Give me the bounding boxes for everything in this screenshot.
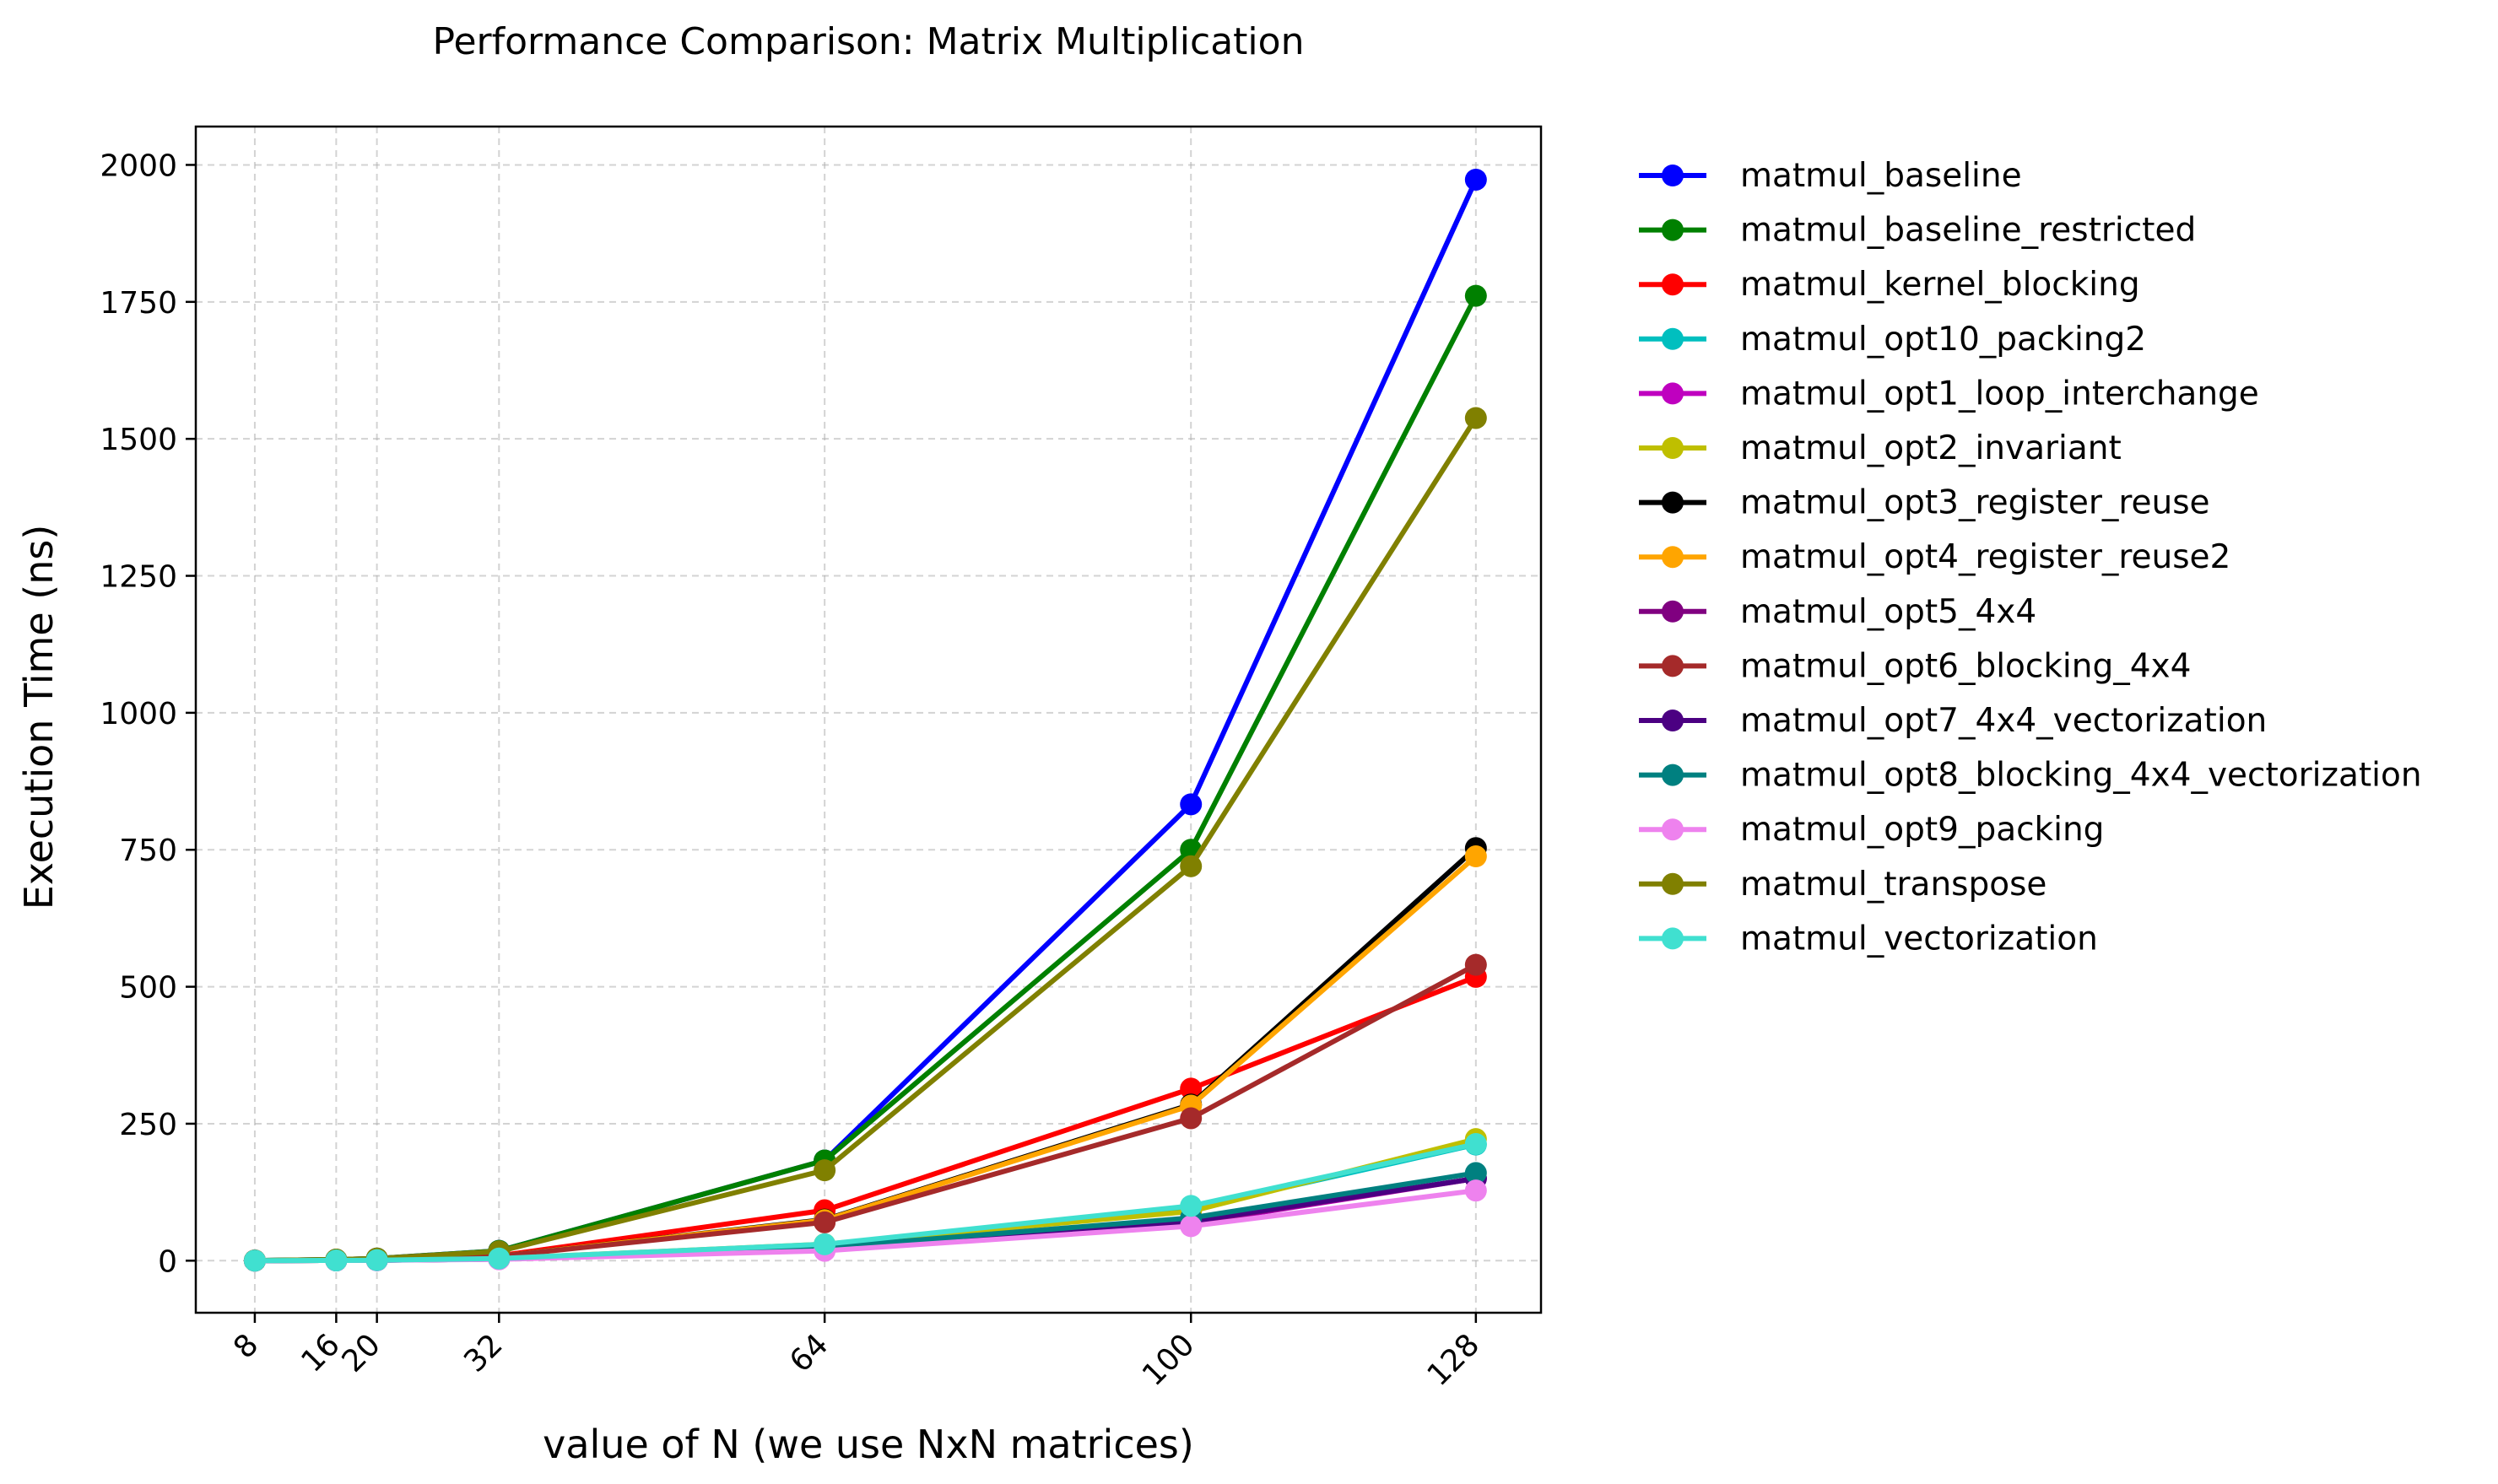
legend-label: matmul_transpose bbox=[1740, 866, 2047, 904]
legend-swatch-marker bbox=[1662, 165, 1684, 186]
data-point bbox=[1464, 953, 1487, 976]
legend-item: matmul_opt9_packing bbox=[1639, 811, 2104, 849]
series-line bbox=[251, 177, 1479, 1264]
legend-label: matmul_opt9_packing bbox=[1740, 811, 2104, 849]
x-tick-label: 128 bbox=[1421, 1327, 1487, 1393]
data-point bbox=[1180, 855, 1203, 877]
legend-item: matmul_opt3_register_reuse bbox=[1639, 484, 2210, 522]
x-tick-label: 8 bbox=[227, 1327, 265, 1365]
y-tick-label: 1250 bbox=[100, 560, 177, 595]
chart-title: Performance Comparison: Matrix Multiplic… bbox=[433, 20, 1305, 63]
y-axis-label: Execution Time (ns) bbox=[16, 525, 62, 910]
y-tick-label: 250 bbox=[119, 1108, 177, 1142]
x-tick-label: 100 bbox=[1136, 1327, 1202, 1393]
legend-item: matmul_opt10_packing2 bbox=[1639, 321, 2146, 359]
legend-swatch-marker bbox=[1662, 710, 1684, 731]
series-matmul-opt6-blocking-4x4 bbox=[243, 953, 1487, 1272]
series-matmul-vectorization bbox=[243, 1132, 1487, 1272]
legend-label: matmul_opt8_blocking_4x4_vectorization bbox=[1740, 757, 2422, 795]
data-point bbox=[1180, 1195, 1203, 1217]
legend-item: matmul_baseline_restricted bbox=[1639, 212, 2196, 250]
data-point bbox=[488, 1247, 511, 1270]
y-tick-label: 500 bbox=[119, 971, 177, 1006]
legend-item: matmul_opt8_blocking_4x4_vectorization bbox=[1639, 757, 2422, 795]
legend-label: matmul_opt3_register_reuse bbox=[1740, 484, 2210, 522]
legend-label: matmul_opt4_register_reuse2 bbox=[1740, 538, 2230, 576]
legend-swatch-marker bbox=[1662, 219, 1684, 241]
legend-swatch-marker bbox=[1662, 437, 1684, 459]
legend: matmul_baseline matmul_baseline_restricte… bbox=[1639, 157, 2422, 958]
series-layer bbox=[243, 168, 1487, 1272]
y-tick-label: 2000 bbox=[100, 148, 177, 183]
plot-frame bbox=[194, 125, 1543, 1314]
legend-item: matmul_opt5_4x4 bbox=[1639, 593, 2036, 631]
legend-item: matmul_baseline bbox=[1639, 157, 2022, 195]
data-point bbox=[1180, 1107, 1203, 1130]
data-point bbox=[1464, 845, 1487, 868]
series-line bbox=[251, 415, 1479, 1264]
legend-label: matmul_baseline_restricted bbox=[1740, 212, 2196, 250]
grid-layer bbox=[196, 127, 1541, 1313]
legend-label: matmul_opt7_4x4_vectorization bbox=[1740, 702, 2267, 740]
data-point bbox=[1180, 1215, 1203, 1238]
legend-swatch-marker bbox=[1662, 764, 1684, 786]
legend-swatch-marker bbox=[1662, 655, 1684, 677]
legend-swatch-marker bbox=[1662, 872, 1684, 895]
legend-label: matmul_kernel_blocking bbox=[1740, 266, 2140, 304]
legend-label: matmul_opt5_4x4 bbox=[1740, 593, 2036, 631]
legend-label: matmul_opt1_loop_interchange bbox=[1740, 375, 2259, 413]
legend-item: matmul_kernel_blocking bbox=[1639, 266, 2140, 304]
legend-item: matmul_opt2_invariant bbox=[1639, 429, 2122, 467]
y-tick-label: 1000 bbox=[100, 697, 177, 731]
data-point bbox=[325, 1249, 348, 1271]
legend-label: matmul_opt10_packing2 bbox=[1740, 321, 2146, 359]
data-point bbox=[1464, 168, 1487, 191]
legend-swatch-marker bbox=[1662, 927, 1684, 950]
legend-swatch-marker bbox=[1662, 600, 1684, 623]
data-point bbox=[1464, 1162, 1487, 1185]
y-tick-label: 1500 bbox=[100, 423, 177, 457]
legend-item: matmul_vectorization bbox=[1639, 920, 2098, 958]
legend-swatch-marker bbox=[1662, 382, 1684, 405]
legend-label: matmul_opt6_blocking_4x4 bbox=[1740, 647, 2191, 685]
data-point bbox=[814, 1233, 836, 1255]
legend-swatch-marker bbox=[1662, 818, 1684, 841]
legend-item: matmul_opt6_blocking_4x4 bbox=[1639, 647, 2191, 685]
series-matmul-transpose bbox=[243, 407, 1487, 1272]
data-point bbox=[1464, 284, 1487, 307]
legend-item: matmul_opt4_register_reuse2 bbox=[1639, 538, 2230, 576]
series-line bbox=[251, 293, 1479, 1264]
x-axis-label: value of N (we use NxN matrices) bbox=[543, 1422, 1194, 1467]
legend-label: matmul_opt2_invariant bbox=[1740, 429, 2122, 467]
data-point bbox=[1464, 1179, 1487, 1202]
x-tick-label: 32 bbox=[457, 1327, 509, 1379]
data-point bbox=[1180, 1077, 1203, 1100]
legend-swatch-marker bbox=[1662, 273, 1684, 296]
data-point bbox=[1464, 1132, 1487, 1155]
legend-item: matmul_transpose bbox=[1639, 866, 2047, 904]
x-tick-label: 64 bbox=[783, 1327, 835, 1379]
x-tick-label: 20 bbox=[336, 1327, 387, 1379]
legend-swatch-marker bbox=[1662, 327, 1684, 350]
data-point bbox=[365, 1249, 388, 1271]
data-point bbox=[814, 1211, 836, 1233]
legend-swatch-marker bbox=[1662, 491, 1684, 514]
series-line bbox=[251, 962, 1479, 1264]
series-matmul-baseline bbox=[243, 168, 1487, 1272]
legend-label: matmul_baseline bbox=[1740, 157, 2022, 195]
data-point bbox=[243, 1249, 266, 1272]
y-axis: 0 250 500 750 1000 1250 1500 1750 2000 bbox=[100, 148, 196, 1279]
data-point bbox=[1464, 407, 1487, 429]
data-point bbox=[1180, 793, 1203, 816]
y-tick-label: 0 bbox=[158, 1244, 177, 1279]
y-tick-label: 1750 bbox=[100, 286, 177, 321]
legend-swatch-marker bbox=[1662, 546, 1684, 569]
legend-item: matmul_opt1_loop_interchange bbox=[1639, 375, 2259, 413]
legend-item: matmul_opt7_4x4_vectorization bbox=[1639, 702, 2267, 740]
y-tick-label: 750 bbox=[119, 834, 177, 868]
data-point bbox=[814, 1159, 836, 1182]
legend-label: matmul_vectorization bbox=[1740, 920, 2098, 958]
